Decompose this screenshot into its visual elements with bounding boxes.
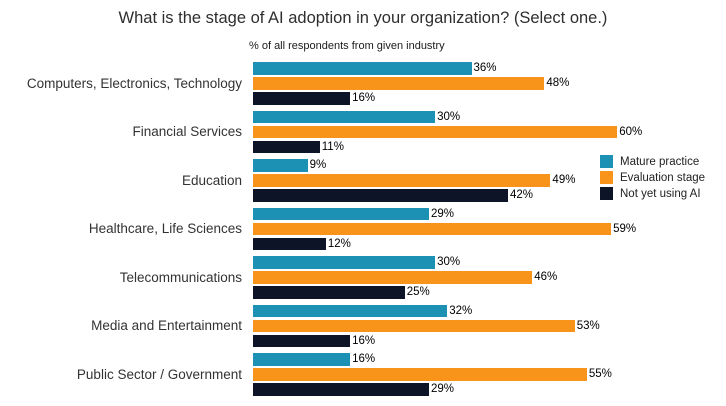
bar-not-yet-using-ai: [253, 383, 430, 396]
category-label: Media and Entertainment: [91, 318, 242, 334]
category-bars: 36% 48% 16%: [253, 62, 569, 105]
category-bars: 32% 53% 16%: [253, 304, 600, 347]
value-label: 48%: [546, 77, 570, 90]
bar-row-evaluation-stage: 55%: [253, 368, 612, 381]
bar-row-mature-practice: 9%: [253, 159, 575, 172]
legend-item-evaluation-stage: Evaluation stage: [600, 171, 705, 184]
category-group: Telecommunications 30% 46% 25%: [0, 256, 642, 299]
category-group: Public Sector / Government 16% 55% 29%: [0, 353, 642, 396]
category-group: Healthcare, Life Sciences 29% 59% 12%: [0, 207, 642, 250]
bar-row-evaluation-stage: 53%: [253, 319, 600, 332]
legend-swatch-mature-practice-icon: [600, 155, 613, 168]
bar-row-not-yet-using-ai: 11%: [253, 140, 642, 153]
value-label: 12%: [327, 237, 351, 250]
bar-not-yet-using-ai: [253, 334, 351, 347]
bar-row-mature-practice: 30%: [253, 110, 642, 123]
bar-row-not-yet-using-ai: 42%: [253, 189, 575, 202]
chart-title: What is the stage of AI adoption in your…: [118, 9, 608, 27]
category-label: Computers, Electronics, Technology: [26, 75, 242, 91]
legend-label-evaluation-stage: Evaluation stage: [620, 171, 706, 184]
bar-row-mature-practice: 32%: [253, 304, 600, 317]
category-label: Healthcare, Life Sciences: [88, 221, 242, 237]
bar-mature-practice: [253, 62, 472, 75]
bar-row-evaluation-stage: 46%: [253, 271, 557, 284]
bar-not-yet-using-ai: [253, 140, 320, 153]
value-label: 16%: [352, 353, 376, 366]
category-label: Financial Services: [132, 124, 242, 140]
value-label: 55%: [588, 368, 612, 381]
value-label: 11%: [321, 140, 344, 153]
bar-evaluation-stage: [253, 174, 551, 187]
bar-row-not-yet-using-ai: 16%: [253, 92, 569, 105]
category-label: Telecommunications: [119, 269, 242, 285]
value-label: 16%: [352, 334, 376, 347]
value-label: 59%: [613, 222, 637, 235]
legend-label-mature-practice: Mature practice: [620, 155, 700, 168]
value-label: 29%: [431, 383, 455, 396]
value-label: 30%: [437, 256, 461, 269]
legend-item-not-yet-using-ai: Not yet using AI: [600, 187, 705, 200]
bar-mature-practice: [253, 207, 430, 220]
bar-mature-practice: [253, 159, 308, 172]
category-bars: 30% 60% 11%: [253, 110, 643, 153]
category-group: Financial Services 30% 60% 11%: [0, 110, 643, 153]
legend-label-not-yet-using-ai: Not yet using AI: [620, 187, 701, 200]
value-label: 30%: [437, 110, 461, 123]
value-label: 49%: [552, 174, 576, 187]
legend-swatch-evaluation-stage-icon: [600, 171, 613, 184]
category-label: Public Sector / Government: [76, 366, 242, 382]
bar-mature-practice: [253, 110, 436, 123]
value-label: 25%: [406, 286, 430, 299]
bar-row-not-yet-using-ai: 16%: [253, 334, 600, 347]
bar-row-not-yet-using-ai: 29%: [253, 383, 612, 396]
value-label: 53%: [576, 319, 600, 332]
category-bars: 9% 49% 42%: [253, 159, 575, 202]
bar-not-yet-using-ai: [253, 189, 508, 202]
bar-row-not-yet-using-ai: 25%: [253, 286, 557, 299]
category-bars: 16% 55% 29%: [253, 353, 612, 396]
bar-evaluation-stage: [253, 319, 575, 332]
category-bars: 30% 46% 25%: [253, 256, 557, 299]
value-label: 16%: [352, 92, 376, 105]
category-group: Education 9% 49% 42%: [0, 159, 642, 202]
bar-not-yet-using-ai: [253, 92, 351, 105]
bar-evaluation-stage: [253, 77, 545, 90]
bar-row-evaluation-stage: 48%: [253, 77, 569, 90]
category-group: Computers, Electronics, Technology 36% 48%…: [0, 62, 642, 105]
bar-row-mature-practice: 29%: [253, 207, 636, 220]
value-label: 60%: [619, 125, 643, 138]
bar-row-mature-practice: 36%: [253, 62, 569, 75]
category-label: Education: [181, 172, 242, 188]
legend-swatch-not-yet-using-ai-icon: [600, 187, 613, 200]
bar-mature-practice: [253, 353, 351, 366]
bar-not-yet-using-ai: [253, 286, 405, 299]
bar-row-not-yet-using-ai: 12%: [253, 237, 636, 250]
bar-evaluation-stage: [253, 222, 612, 235]
bar-not-yet-using-ai: [253, 237, 326, 250]
bar-row-evaluation-stage: 59%: [253, 222, 637, 235]
bar-row-mature-practice: 16%: [253, 353, 612, 366]
value-label: 32%: [449, 304, 473, 317]
bar-evaluation-stage: [253, 271, 533, 284]
category-bars: 29% 59% 12%: [253, 207, 637, 250]
category-group: Media and Entertainment 32% 53% 16%: [0, 304, 642, 347]
bar-mature-practice: [253, 256, 436, 269]
bar-chart: Computers, Electronics, Technology 36% 48%…: [0, 62, 642, 396]
value-label: 9%: [309, 159, 327, 172]
bar-evaluation-stage: [253, 125, 618, 138]
bar-row-mature-practice: 30%: [253, 256, 557, 269]
chart-subtitle: % of all respondents from given industry: [249, 40, 445, 52]
bar-mature-practice: [253, 304, 448, 317]
value-label: 36%: [473, 62, 497, 75]
bar-evaluation-stage: [253, 368, 587, 381]
value-label: 46%: [534, 271, 558, 284]
bar-row-evaluation-stage: 60%: [253, 125, 643, 138]
value-label: 42%: [509, 189, 533, 202]
legend: Mature practice Evaluation stage Not yet…: [600, 155, 705, 200]
legend-item-mature-practice: Mature practice: [600, 155, 705, 168]
bar-row-evaluation-stage: 49%: [253, 174, 575, 187]
value-label: 29%: [431, 207, 455, 220]
